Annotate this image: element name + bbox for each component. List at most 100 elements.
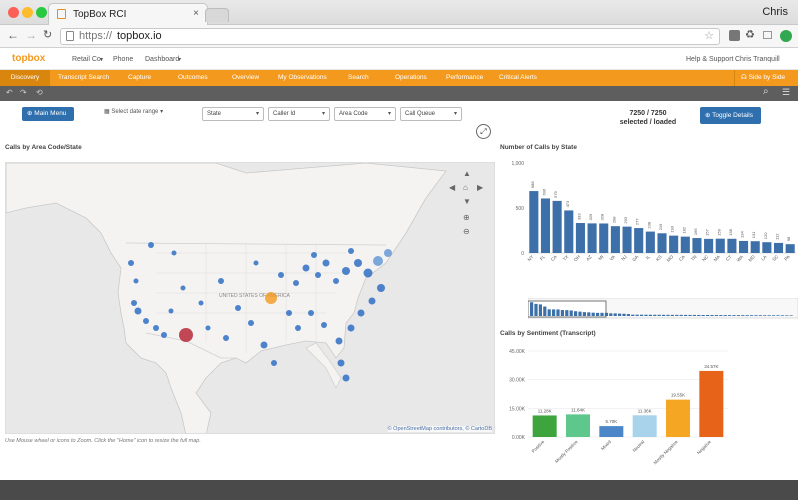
map-marker[interactable] (347, 324, 355, 332)
browser-tab[interactable]: TopBox RCI × (48, 3, 208, 25)
map-marker[interactable] (148, 242, 154, 248)
zoom-in-icon[interactable]: ⊕ (463, 213, 470, 222)
zoom-out-icon[interactable]: ⊖ (463, 227, 470, 236)
menu-user[interactable]: Chris Tranquill (735, 56, 780, 63)
forward-icon[interactable]: → (25, 28, 37, 42)
tab-my-observations[interactable]: My Observations (278, 74, 327, 81)
state-filter[interactable]: State ▾ (202, 107, 264, 121)
map-marker[interactable] (218, 278, 224, 284)
call-map[interactable]: UNITED STATES OF AMERICA (5, 162, 495, 434)
map-marker[interactable] (363, 268, 373, 278)
range-selector-window[interactable] (528, 300, 607, 318)
bookmark-star-icon[interactable]: ☆ (704, 30, 714, 42)
main-menu-button[interactable]: ⊕ Main Menu (22, 107, 74, 121)
map-marker[interactable] (308, 310, 314, 316)
map-marker[interactable] (161, 332, 167, 338)
map-marker[interactable] (143, 318, 149, 324)
close-window-button[interactable] (8, 7, 19, 18)
reload-icon[interactable]: ↻ (43, 29, 53, 41)
side-by-side-button[interactable]: ☊ Side by Side (734, 70, 798, 86)
tab-critical-alerts[interactable]: Critical Alerts (499, 74, 537, 81)
tab-operations[interactable]: Operations (395, 74, 427, 81)
tab-overview[interactable]: Overview (232, 74, 260, 81)
map-marker[interactable] (153, 325, 159, 331)
map-marker[interactable] (302, 264, 310, 272)
map-marker[interactable] (321, 322, 327, 328)
address-bar[interactable]: https:// topbox.io ☆ (60, 28, 720, 45)
map-marker[interactable] (322, 259, 330, 267)
undo-icon[interactable]: ↶ (6, 88, 13, 97)
map-marker[interactable] (131, 300, 137, 306)
map-marker[interactable] (368, 297, 376, 305)
map-marker[interactable] (286, 310, 292, 316)
tab-outcomes[interactable]: Outcomes (178, 74, 208, 81)
maximize-window-button[interactable] (36, 7, 47, 18)
profile-name[interactable]: Chris (762, 6, 788, 18)
map-marker[interactable] (248, 320, 254, 326)
map-marker[interactable] (168, 308, 174, 314)
pan-left-icon[interactable]: ◀ (449, 183, 456, 192)
map-marker[interactable] (253, 260, 259, 266)
map-marker[interactable] (335, 337, 343, 345)
redo-icon[interactable]: ↷ (20, 88, 27, 97)
map-marker[interactable] (235, 305, 241, 311)
pan-up-icon[interactable]: ▲ (463, 169, 471, 178)
map-marker[interactable] (384, 249, 392, 257)
extension-green-icon[interactable] (780, 30, 792, 42)
map-marker[interactable] (293, 280, 299, 286)
menu-help[interactable]: Help & Support (686, 56, 734, 63)
map-marker-highlight[interactable] (265, 292, 277, 304)
map-marker[interactable] (180, 285, 186, 291)
map-marker[interactable] (315, 272, 321, 278)
pan-right-icon[interactable]: ▶ (477, 183, 484, 192)
map-marker[interactable] (342, 374, 350, 382)
menu-company[interactable]: Retail Co. (72, 56, 103, 63)
map-marker[interactable] (333, 278, 339, 284)
tab-search[interactable]: Search (348, 74, 369, 81)
call-queue-filter[interactable]: Call Queue ▾ (400, 107, 462, 121)
range-selector[interactable] (528, 298, 798, 320)
date-range-picker[interactable]: ▦ Select date range ▾ (104, 108, 163, 115)
menu-dashboard[interactable]: Dashboard (145, 56, 180, 63)
toggle-details-button[interactable]: ⊕ Toggle Details (700, 107, 761, 124)
recycle-icon[interactable]: ♻ (745, 29, 755, 41)
map-marker[interactable] (205, 325, 211, 331)
minimize-window-button[interactable] (22, 7, 33, 18)
map-marker[interactable] (128, 260, 134, 266)
map-marker[interactable] (348, 248, 354, 254)
map-marker[interactable] (295, 325, 301, 331)
cast-icon[interactable] (763, 31, 772, 39)
tab-performance[interactable]: Performance (446, 74, 484, 81)
map-marker[interactable] (311, 252, 317, 258)
map-marker[interactable] (198, 300, 204, 306)
map-marker[interactable] (260, 341, 268, 349)
map-marker[interactable] (357, 309, 365, 317)
area-code-filter[interactable]: Area Code ▾ (334, 107, 396, 121)
caller-id-filter[interactable]: Caller Id ▾ (268, 107, 330, 121)
new-tab-button[interactable] (205, 8, 229, 22)
map-marker[interactable] (133, 278, 139, 284)
tab-discovery[interactable]: Discovery (0, 70, 50, 86)
back-icon[interactable]: ← (7, 28, 19, 42)
map-marker[interactable] (342, 267, 350, 275)
page-info-icon[interactable] (66, 31, 74, 41)
tab-capture[interactable]: Capture (128, 74, 152, 81)
map-marker[interactable] (377, 284, 385, 292)
pan-down-icon[interactable]: ▼ (463, 197, 471, 206)
map-marker[interactable] (171, 250, 177, 256)
expand-icon[interactable]: ⤢ (476, 124, 491, 139)
home-icon[interactable]: ⌂ (463, 183, 468, 192)
map-marker[interactable] (337, 359, 345, 367)
map-marker[interactable] (134, 307, 142, 315)
menu-icon[interactable]: ☰ (782, 87, 791, 97)
reset-icon[interactable]: ⟲ (36, 88, 43, 97)
menu-channel[interactable]: Phone (113, 56, 134, 63)
app-logo[interactable]: topbox (12, 53, 46, 64)
map-marker[interactable] (223, 335, 229, 341)
map-attribution[interactable]: © OpenStreetMap contributors, © CartoDB (387, 426, 492, 432)
map-marker[interactable] (354, 259, 362, 267)
tab-transcript-search[interactable]: Transcript Search (58, 74, 110, 81)
map-marker[interactable] (373, 256, 383, 266)
close-tab-icon[interactable]: × (193, 8, 199, 19)
map-marker[interactable] (271, 360, 277, 366)
